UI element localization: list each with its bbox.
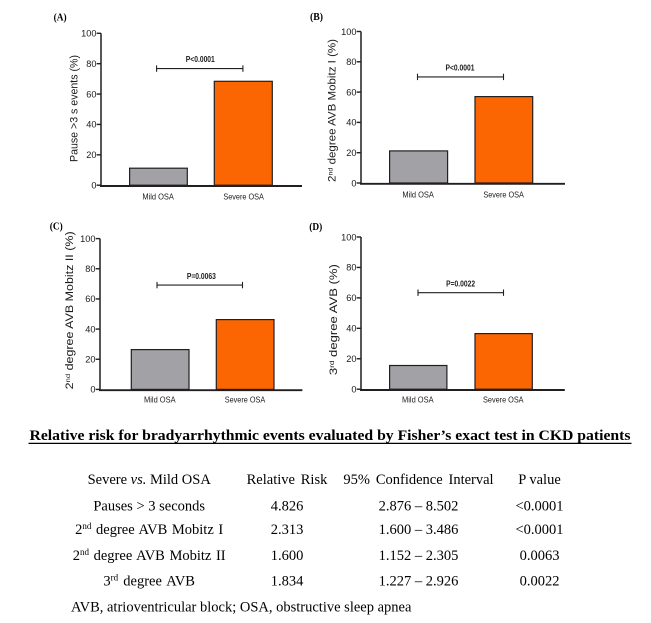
svg-text:95% Confidence Interval: 95% Confidence Interval: [343, 472, 493, 488]
svg-text:P value: P value: [518, 472, 561, 488]
svg-text:<0.0001: <0.0001: [515, 499, 563, 515]
svg-text:80: 80: [346, 263, 356, 273]
svg-text:1.600 – 3.486: 1.600 – 3.486: [379, 522, 459, 538]
svg-text:40: 40: [85, 324, 95, 334]
svg-text:Mild OSA: Mild OSA: [142, 192, 174, 202]
svg-text:2nd​ degree AVB Mobitz I (%): 2nd​ degree AVB Mobitz I (%): [327, 39, 339, 182]
svg-text:2nd degree AVB Mobitz I: 2nd degree AVB Mobitz I: [75, 521, 223, 538]
svg-text:P=0.0063: P=0.0063: [187, 271, 216, 281]
svg-text:(D): (D): [309, 221, 322, 233]
svg-text:Mild OSA: Mild OSA: [402, 190, 434, 200]
svg-text:(C): (C): [50, 220, 63, 232]
svg-text:20: 20: [85, 355, 95, 365]
svg-text:40: 40: [346, 324, 356, 334]
svg-text:60: 60: [346, 87, 356, 97]
svg-text:Severe OSA: Severe OSA: [483, 190, 524, 200]
svg-text:20: 20: [346, 354, 356, 364]
svg-text:1.600: 1.600: [271, 548, 304, 564]
svg-text:3rd degree AVB: 3rd degree AVB: [103, 573, 195, 590]
svg-text:0.0022: 0.0022: [520, 574, 560, 590]
svg-text:(A): (A): [54, 11, 67, 23]
svg-text:40: 40: [346, 118, 356, 128]
svg-text:P=0.0022: P=0.0022: [446, 279, 475, 289]
svg-text:80: 80: [86, 59, 96, 69]
svg-text:Severe OSA: Severe OSA: [223, 192, 264, 202]
svg-text:<0.0001: <0.0001: [515, 522, 563, 538]
svg-text:80: 80: [85, 264, 95, 274]
svg-text:(B): (B): [310, 11, 323, 23]
svg-text:Mild OSA: Mild OSA: [144, 395, 176, 405]
svg-text:0: 0: [351, 178, 356, 188]
svg-text:Pause >3 s events (%): Pause >3 s events (%): [69, 55, 81, 162]
svg-text:0.0063: 0.0063: [520, 548, 560, 564]
svg-text:60: 60: [85, 294, 95, 304]
svg-text:20: 20: [86, 150, 96, 160]
svg-text:Mild OSA: Mild OSA: [402, 395, 434, 405]
svg-text:P<0.0001: P<0.0001: [186, 54, 215, 64]
svg-text:20: 20: [346, 148, 356, 158]
svg-text:3rd​ degree AVB (%): 3rd​ degree AVB (%): [328, 264, 340, 375]
svg-text:40: 40: [86, 120, 96, 130]
svg-text:60: 60: [346, 293, 356, 303]
svg-text:Relative Risk: Relative Risk: [247, 472, 328, 488]
svg-text:4.826: 4.826: [271, 499, 304, 515]
svg-text:100: 100: [81, 29, 96, 39]
svg-text:1.152 – 2.305: 1.152 – 2.305: [379, 548, 459, 564]
svg-text:1.227 – 2.926: 1.227 – 2.926: [379, 574, 459, 590]
svg-text:100: 100: [80, 234, 95, 244]
svg-text:2.313: 2.313: [271, 522, 304, 538]
svg-text:100: 100: [341, 27, 356, 37]
svg-text:Severe vs. Mild OSA: Severe vs. Mild OSA: [88, 472, 212, 488]
svg-text:2nd​ degree AVB Mobitz II (%): 2nd​ degree AVB Mobitz II (%): [64, 231, 76, 389]
svg-text:100: 100: [341, 232, 356, 242]
svg-text:Pauses > 3 seconds: Pauses > 3 seconds: [93, 499, 205, 515]
svg-text:60: 60: [86, 89, 96, 99]
svg-text:0: 0: [91, 181, 96, 191]
svg-text:P<0.0001: P<0.0001: [446, 62, 475, 72]
svg-text:Relative risk for bradyarrhyth: Relative risk for bradyarrhythmic events…: [30, 428, 631, 444]
svg-text:Severe OSA: Severe OSA: [225, 395, 266, 405]
svg-text:2nd degree AVB Mobitz II: 2nd degree AVB Mobitz II: [73, 547, 226, 564]
svg-text:80: 80: [346, 57, 356, 67]
svg-text:1.834: 1.834: [271, 574, 304, 590]
svg-text:AVB, atrioventricular block; O: AVB, atrioventricular block; OSA, obstru…: [71, 600, 412, 616]
svg-text:0: 0: [351, 385, 356, 395]
svg-text:Severe OSA: Severe OSA: [483, 395, 524, 405]
svg-text:0: 0: [90, 385, 95, 395]
svg-text:2.876 – 8.502: 2.876 – 8.502: [379, 499, 459, 515]
